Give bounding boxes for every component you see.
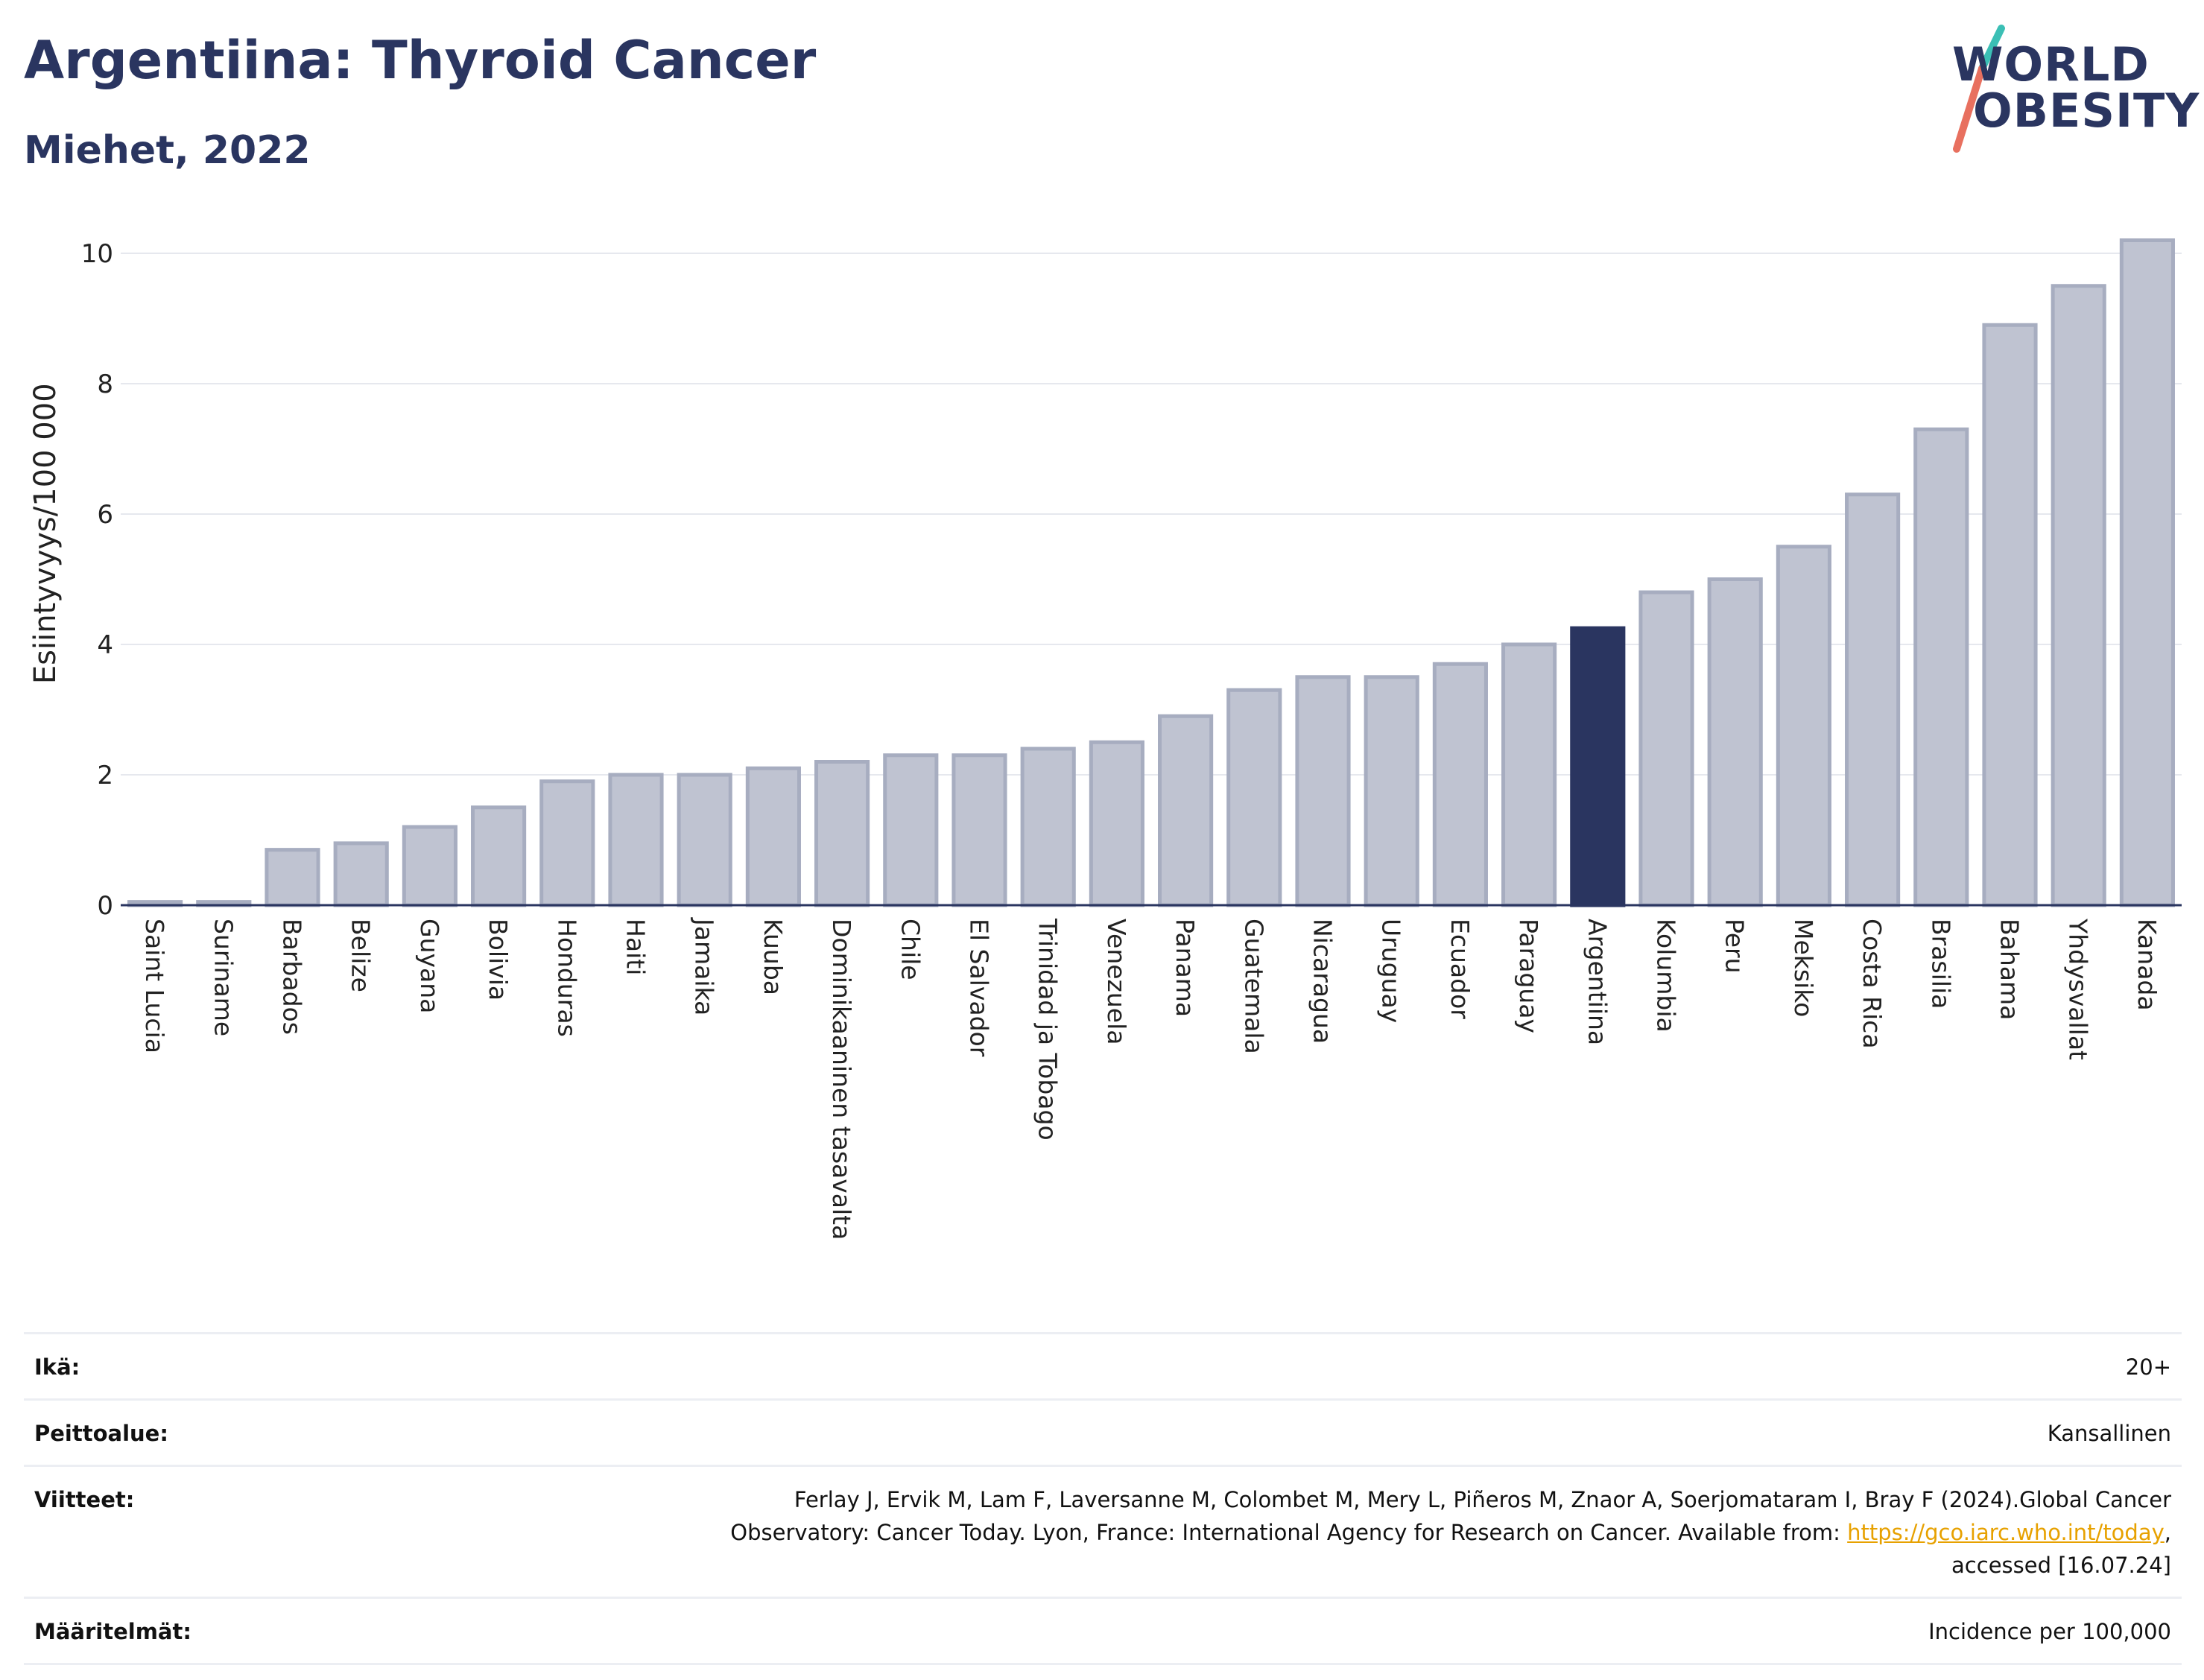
x-tick-label: Trinidad ja Tobago — [1033, 918, 1063, 1141]
references-value: Ferlay J, Ervik M, Lam F, Laversanne M, … — [730, 1483, 2171, 1582]
bar-guatemala — [1226, 688, 1282, 907]
x-tick-label: Belize — [346, 919, 376, 992]
definitions-label: Määritelmät: — [34, 1619, 191, 1644]
chart-title: Argentiina: Thyroid Cancer — [24, 30, 817, 91]
bar-bahama — [1982, 323, 2038, 907]
references-link[interactable]: https://gco.iarc.who.int/today — [1847, 1520, 2165, 1545]
bar-argentiina — [1570, 626, 1626, 907]
world-obesity-logo: WORLD OBESITY — [1930, 22, 2199, 156]
y-tick-label: 10 — [81, 239, 113, 269]
bar-meksiko — [1776, 545, 1831, 907]
x-tick-label: Brasilia — [1926, 919, 1955, 1009]
bar-kolumbia — [1638, 590, 1694, 907]
coverage-value: Kansallinen — [2047, 1421, 2171, 1446]
bar-guyana — [402, 825, 457, 907]
bar-venezuela — [1089, 740, 1144, 907]
x-tick-label: Kuuba — [759, 919, 788, 995]
logo-slash-icon — [1953, 25, 2005, 153]
x-tick-label: Nicaragua — [1308, 919, 1337, 1044]
info-row-age: Ikä: 20+ — [24, 1332, 2182, 1398]
y-tick-label: 2 — [97, 761, 113, 790]
bar-jamaika — [677, 773, 732, 907]
bar-ecuador — [1432, 662, 1488, 907]
references-line-2: Observatory: Cancer Today. Lyon, France:… — [730, 1520, 1848, 1545]
x-tick-label: Argentiina — [1583, 919, 1612, 1045]
x-tick-label: Bolivia — [484, 919, 513, 1001]
age-label: Ikä: — [34, 1354, 80, 1380]
y-tick-label: 0 — [97, 891, 113, 921]
bar-bolivia — [471, 805, 527, 907]
x-tick-label: Guyana — [415, 919, 444, 1013]
x-tick-label: Uruguay — [1377, 919, 1406, 1023]
x-tick-label: Venezuela — [1102, 919, 1131, 1045]
bar-kuuba — [745, 766, 801, 907]
bar-trinidad-ja-tobago — [1020, 747, 1076, 907]
bar-paraguay — [1501, 642, 1557, 907]
x-tick-label: Honduras — [552, 919, 581, 1037]
bar-costa-rica — [1845, 492, 1901, 907]
bar-haiti — [608, 773, 664, 907]
bar-barbados — [265, 848, 320, 907]
x-tick-label: Kolumbia — [1652, 919, 1681, 1033]
bar-nicaragua — [1295, 675, 1351, 907]
logo-text-world: WORLD — [1952, 37, 2150, 92]
definitions-value: Incidence per 100,000 — [1928, 1619, 2171, 1644]
bar-uruguay — [1364, 675, 1419, 907]
logo-text-obesity: OBESITY — [1973, 83, 2200, 138]
x-tick-label: Paraguay — [1514, 919, 1543, 1033]
bar-peru — [1707, 577, 1763, 907]
x-tick-label: Panama — [1171, 919, 1200, 1017]
x-tick-label: Haiti — [621, 919, 650, 975]
bar-kanada — [2119, 238, 2175, 907]
y-tick-label: 8 — [97, 370, 113, 399]
x-tick-label: Kanada — [2132, 919, 2162, 1011]
x-tick-label: Costa Rica — [1858, 919, 1887, 1049]
bar-honduras — [539, 779, 595, 907]
x-tick-label: Barbados — [278, 919, 307, 1035]
info-table: Ikä: 20+ Peittoalue: Kansallinen Viittee… — [24, 1332, 2182, 1665]
x-tick-label: El Salvador — [965, 919, 994, 1057]
bar-yhdysvallat — [2051, 284, 2106, 907]
x-tick-label: Ecuador — [1445, 919, 1475, 1019]
references-line-1: Ferlay J, Ervik M, Lam F, Laversanne M, … — [794, 1487, 2171, 1512]
x-tick-label: Yhdysvallat — [2064, 918, 2093, 1060]
references-comma: , — [2164, 1520, 2171, 1545]
y-axis-label: Esiintyvyys/100 000 — [28, 383, 63, 684]
bar-chile — [883, 753, 939, 907]
x-tick-label: Chile — [896, 919, 925, 980]
references-line-3: accessed [16.07.24] — [1951, 1553, 2171, 1578]
bar-belize — [333, 841, 389, 907]
x-tick-label: Bahama — [1995, 919, 2024, 1020]
bar-panama — [1158, 714, 1214, 907]
info-row-definitions: Määritelmät: Incidence per 100,000 — [24, 1597, 2182, 1665]
age-value: 20+ — [2125, 1354, 2171, 1380]
info-row-references: Viitteet: Ferlay J, Ervik M, Lam F, Lave… — [24, 1465, 2182, 1597]
x-tick-label: Dominikaaninen tasavalta — [827, 919, 856, 1240]
chart-subtitle: Miehet, 2022 — [24, 128, 311, 173]
x-tick-label: Peru — [1720, 919, 1749, 974]
y-tick-label: 6 — [97, 500, 113, 530]
info-row-coverage: Peittoalue: Kansallinen — [24, 1398, 2182, 1465]
bar-el-salvador — [951, 753, 1007, 907]
x-tick-label: Saint Lucia — [140, 919, 169, 1053]
bar-chart: 0 2 4 6 8 10 Esiintyvyys/100 000 Saint Lucia Sur… — [28, 238, 2182, 1240]
y-tick-label: 4 — [97, 630, 113, 660]
x-tick-label: Suriname — [209, 919, 238, 1036]
x-tick-label: Meksiko — [1789, 919, 1818, 1017]
references-label: Viitteet: — [34, 1487, 135, 1512]
bar-dominikaaninen-tasavalta — [814, 760, 870, 907]
coverage-label: Peittoalue: — [34, 1421, 168, 1446]
x-tick-label: Jamaika — [690, 917, 719, 1015]
x-tick-label: Guatemala — [1239, 919, 1268, 1054]
bar-brasilia — [1913, 427, 1969, 907]
